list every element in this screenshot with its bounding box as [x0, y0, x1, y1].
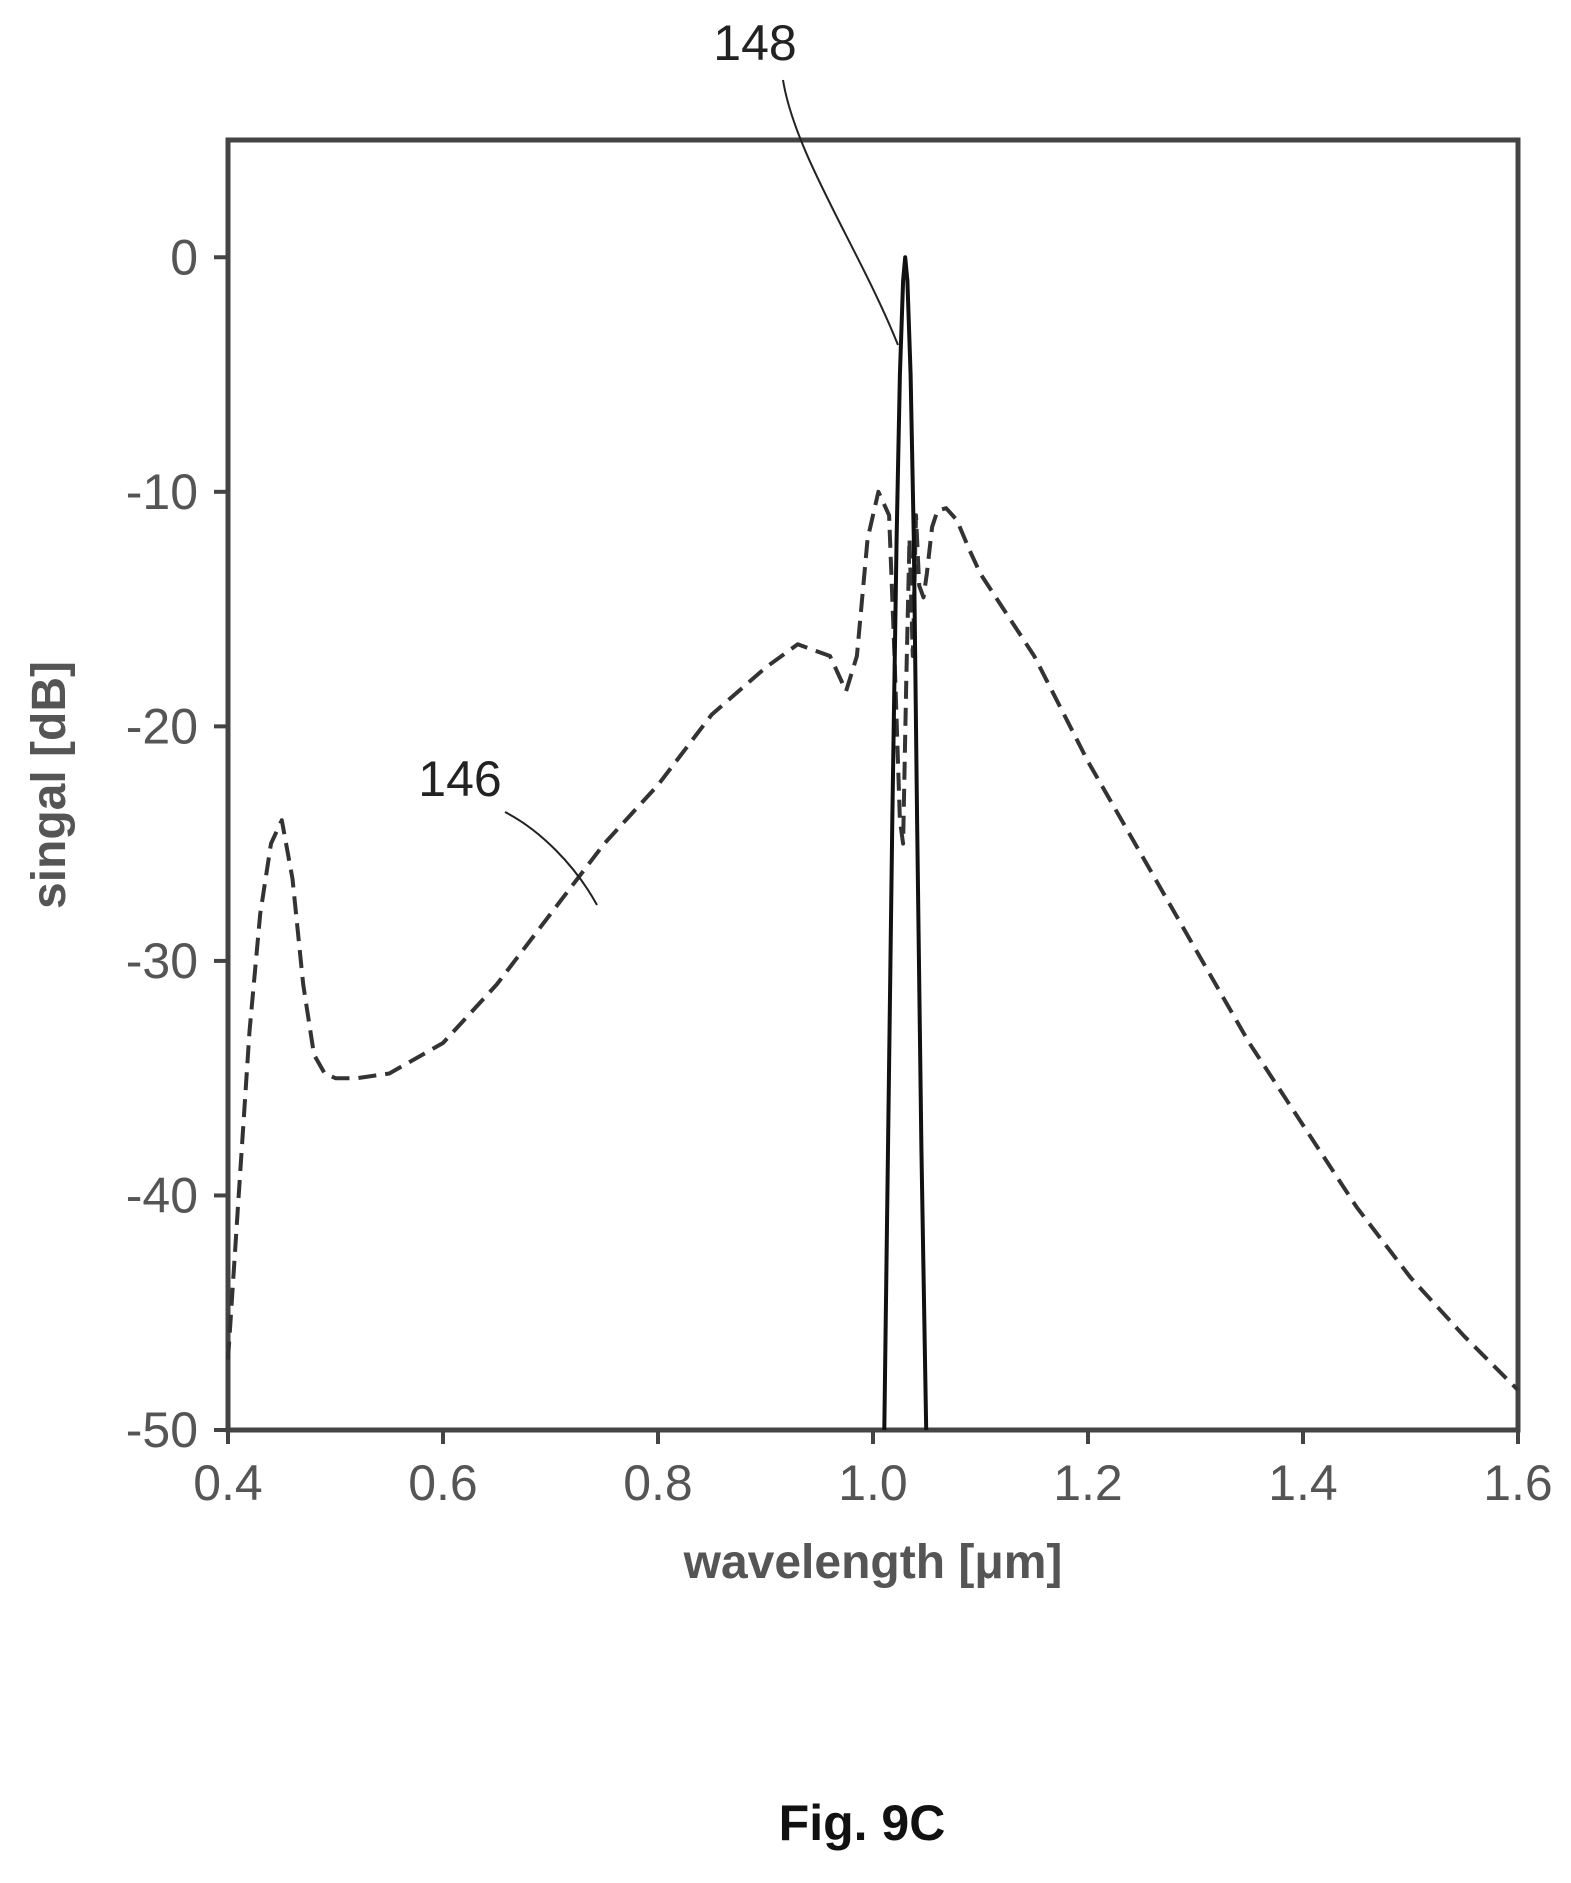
x-tick-label: 1.2: [1053, 1455, 1123, 1511]
x-axis-title: wavelength [μm]: [683, 1536, 1063, 1589]
annotation-146: 146: [418, 751, 598, 906]
annotation-148: 148: [713, 15, 899, 346]
x-tick-label: 1.6: [1483, 1455, 1553, 1511]
leader-line-148: [782, 79, 899, 346]
x-tick-label: 0.4: [193, 1455, 263, 1511]
y-tick-label: 0: [170, 229, 198, 285]
y-tick-label: -10: [126, 464, 198, 520]
y-tick-label: -50: [126, 1402, 198, 1458]
y-tick-label: -30: [126, 933, 198, 989]
x-tick-label: 1.0: [838, 1455, 908, 1511]
ref-label-148: 148: [713, 15, 796, 71]
y-tick-label: -20: [126, 698, 198, 754]
x-tick-label: 0.8: [623, 1455, 693, 1511]
series-layer: [226, 255, 1520, 1431]
series-line-146: [226, 489, 1520, 1392]
series-line-148: [882, 255, 929, 1431]
x-axis-ticks: 0.4 0.6 0.8 1.0 1.2 1.4 1.6: [193, 1430, 1553, 1511]
y-tick-label: -40: [126, 1167, 198, 1223]
x-tick-label: 0.6: [408, 1455, 478, 1511]
figure-caption: Fig. 9C: [779, 1795, 946, 1851]
ref-label-146: 146: [418, 751, 501, 807]
x-tick-label: 1.4: [1268, 1455, 1338, 1511]
y-axis-ticks: 0 -10 -20 -30 -40 -50: [126, 229, 228, 1458]
y-axis-title: singal [dB]: [23, 661, 76, 909]
leader-line-146: [504, 811, 598, 906]
